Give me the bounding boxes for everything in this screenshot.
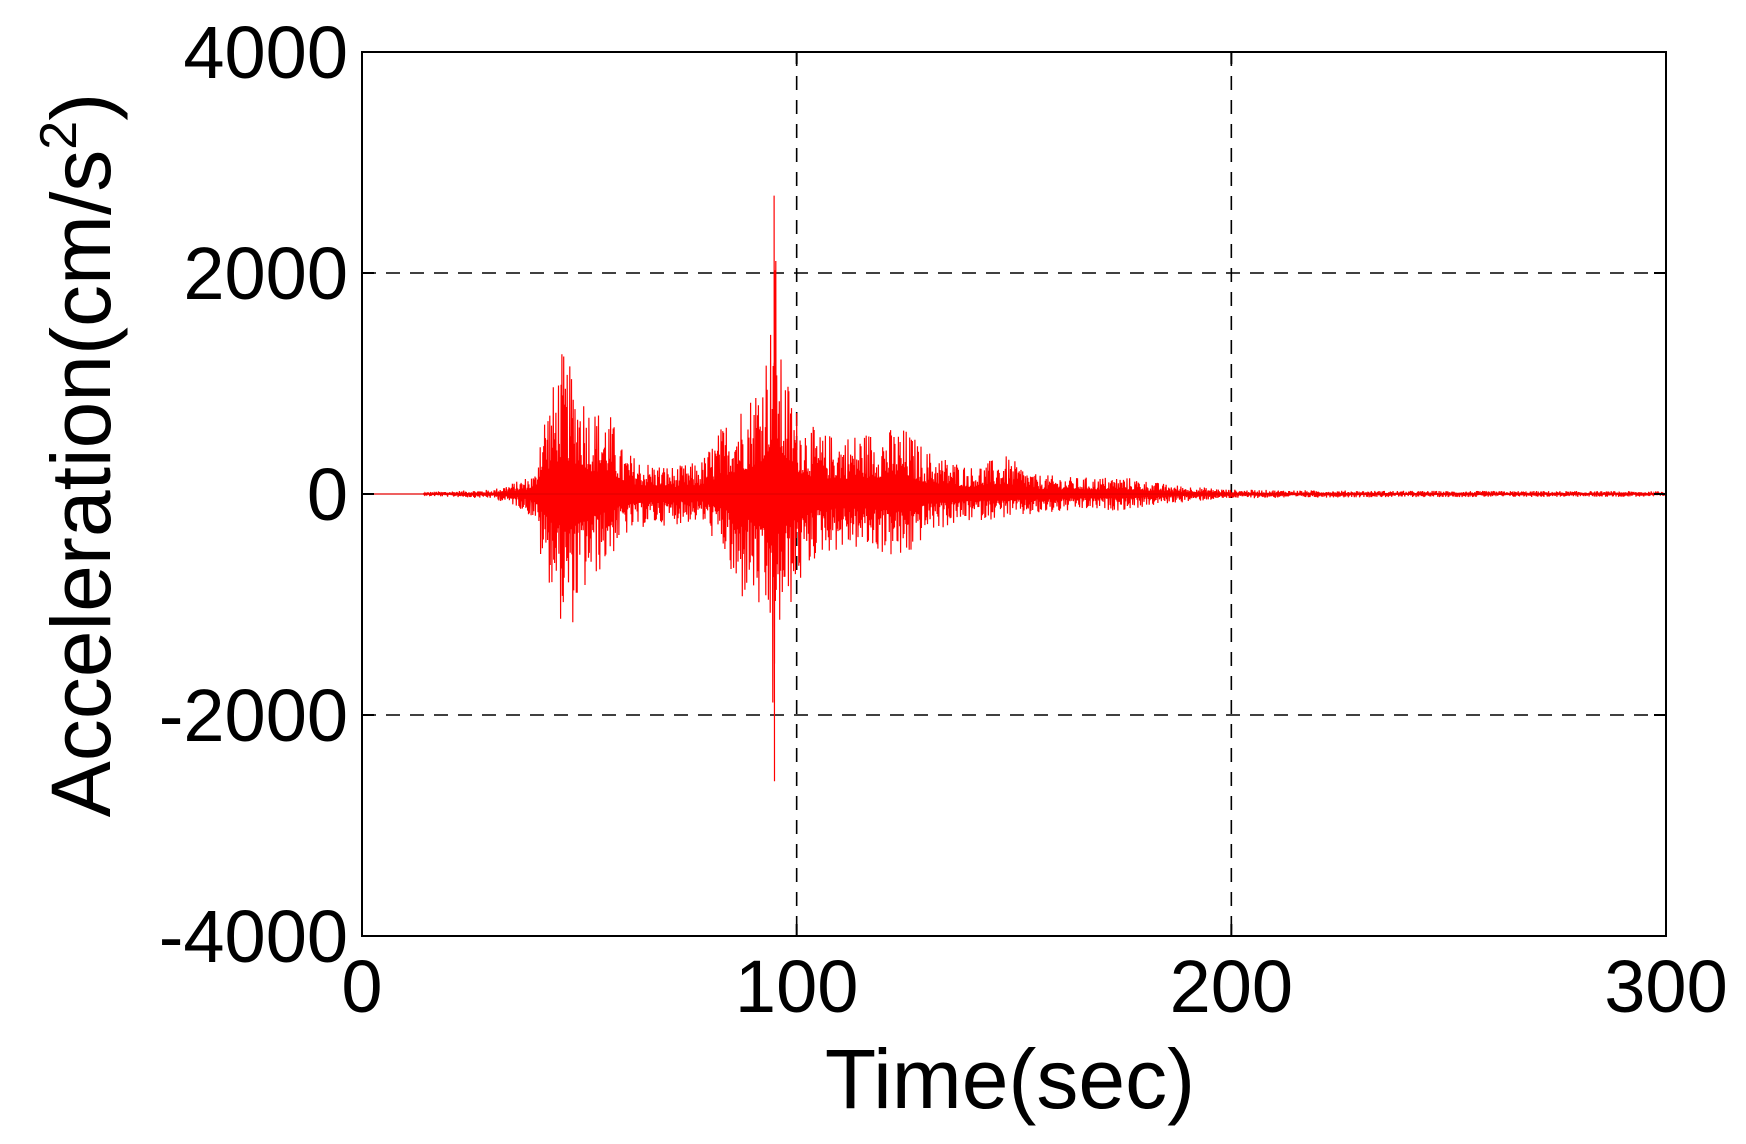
- x-tick-label-2: 200: [1170, 945, 1293, 1028]
- x-tick-label-1: 100: [735, 945, 858, 1028]
- x-tick-label-0: 0: [341, 945, 382, 1028]
- y-tick-label-4: 4000: [183, 11, 348, 94]
- x-axis-label: Time(sec): [825, 1032, 1195, 1126]
- x-tick-label-3: 300: [1604, 945, 1727, 1028]
- y-axis-label-main: Acceleration(cm/s: [34, 150, 128, 818]
- axis-ticks: [361, 51, 1667, 937]
- y-axis-label-superscript: 2: [30, 121, 88, 150]
- y-tick-label-3: 2000: [183, 232, 348, 315]
- y-tick-label-2: 0: [307, 453, 348, 536]
- tick-labels: 0 100 200 300 -4000 -2000 0 2000 4000: [159, 11, 1728, 1028]
- y-tick-label-1: -2000: [159, 674, 348, 757]
- y-tick-label-0: -4000: [159, 895, 348, 978]
- y-axis-label: Acceleration(cm/s2): [30, 93, 128, 817]
- acceleration-series-line: [362, 195, 1667, 782]
- y-axis-label-close: ): [34, 93, 128, 121]
